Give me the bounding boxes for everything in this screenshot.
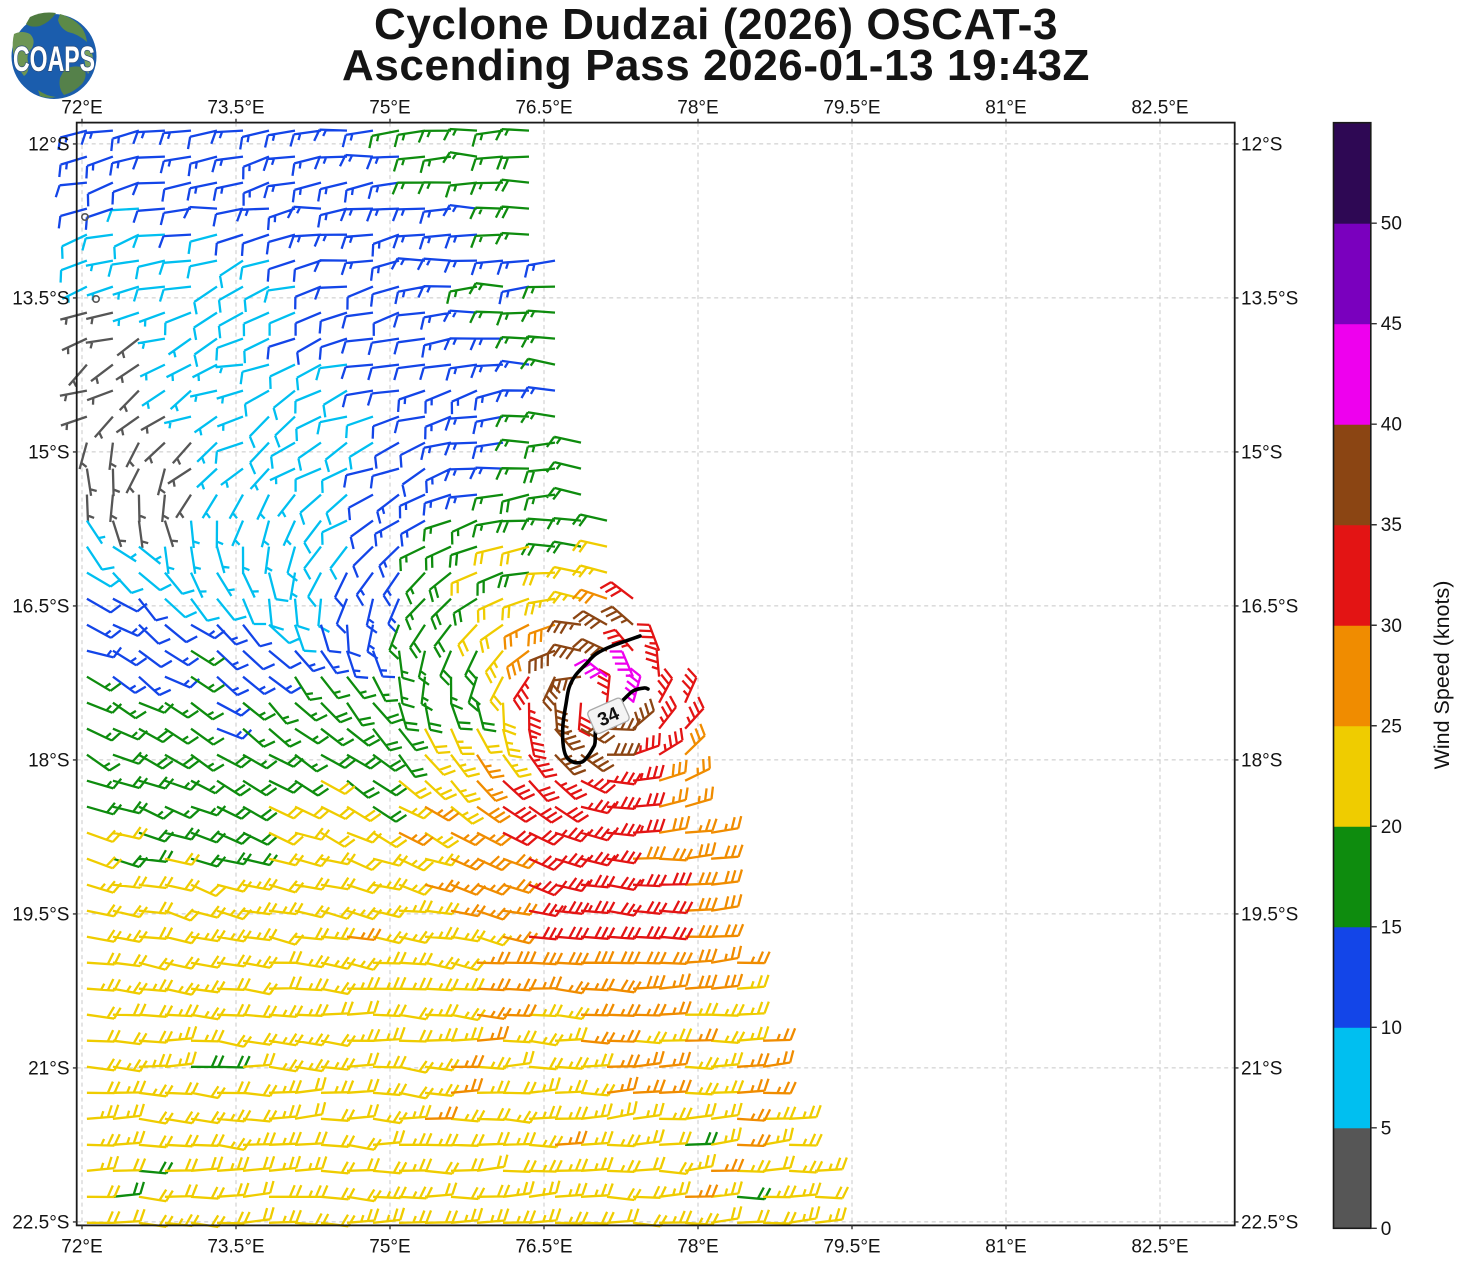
svg-text:18°S: 18°S: [1241, 750, 1282, 771]
svg-text:76.5°E: 76.5°E: [515, 98, 572, 119]
svg-text:82.5°E: 82.5°E: [1131, 98, 1188, 119]
svg-text:75°E: 75°E: [369, 1237, 410, 1258]
svg-text:82.5°E: 82.5°E: [1131, 1237, 1188, 1258]
svg-text:18°S: 18°S: [28, 750, 69, 771]
svg-text:15°S: 15°S: [1241, 442, 1282, 463]
svg-text:35: 35: [1381, 515, 1402, 536]
svg-text:20: 20: [1381, 817, 1402, 838]
svg-text:78°E: 78°E: [677, 1237, 718, 1258]
svg-text:15: 15: [1381, 917, 1402, 938]
svg-text:79.5°E: 79.5°E: [823, 98, 880, 119]
svg-text:75°E: 75°E: [369, 98, 410, 119]
svg-text:Wind Speed (knots): Wind Speed (knots): [1430, 581, 1454, 770]
svg-text:81°E: 81°E: [985, 1237, 1026, 1258]
svg-text:13.5°S: 13.5°S: [12, 288, 69, 309]
svg-text:72°E: 72°E: [61, 1237, 102, 1258]
svg-text:45: 45: [1381, 314, 1402, 335]
svg-text:76.5°E: 76.5°E: [515, 1237, 572, 1258]
svg-text:22.5°S: 22.5°S: [1241, 1212, 1298, 1233]
svg-text:10: 10: [1381, 1018, 1402, 1039]
svg-text:12°S: 12°S: [28, 134, 69, 155]
svg-text:Cyclone Dudzai (2026) OSCAT-3: Cyclone Dudzai (2026) OSCAT-3: [374, 0, 1058, 49]
svg-text:25: 25: [1381, 716, 1402, 737]
svg-text:50: 50: [1381, 214, 1402, 235]
svg-text:73.5°E: 73.5°E: [207, 1237, 264, 1258]
svg-text:0: 0: [1381, 1219, 1392, 1240]
svg-text:81°E: 81°E: [985, 98, 1026, 119]
svg-text:19.5°S: 19.5°S: [12, 904, 69, 925]
svg-text:79.5°E: 79.5°E: [823, 1237, 880, 1258]
svg-text:13.5°S: 13.5°S: [1241, 288, 1298, 309]
svg-text:22.5°S: 22.5°S: [12, 1212, 69, 1233]
svg-text:Ascending Pass 2026-01-13 19:4: Ascending Pass 2026-01-13 19:43Z: [342, 41, 1090, 90]
svg-text:78°E: 78°E: [677, 98, 718, 119]
svg-text:5: 5: [1381, 1118, 1392, 1139]
svg-text:12°S: 12°S: [1241, 134, 1282, 155]
svg-text:30: 30: [1381, 616, 1402, 637]
svg-text:16.5°S: 16.5°S: [1241, 596, 1298, 617]
svg-text:72°E: 72°E: [61, 98, 102, 119]
svg-text:21°S: 21°S: [28, 1058, 69, 1079]
svg-text:19.5°S: 19.5°S: [1241, 904, 1298, 925]
svg-text:15°S: 15°S: [28, 442, 69, 463]
svg-text:COAPS: COAPS: [13, 40, 95, 79]
svg-text:40: 40: [1381, 415, 1402, 436]
svg-text:21°S: 21°S: [1241, 1058, 1282, 1079]
svg-text:16.5°S: 16.5°S: [12, 596, 69, 617]
svg-text:73.5°E: 73.5°E: [207, 98, 264, 119]
